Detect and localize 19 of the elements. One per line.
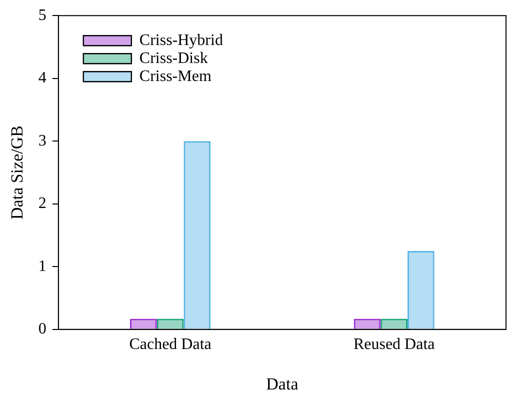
legend-label: Criss-Disk — [139, 50, 208, 67]
bar — [156, 318, 184, 329]
y-tick-label: 2 — [38, 195, 46, 212]
bar — [380, 318, 408, 329]
bar — [184, 141, 211, 329]
bar — [408, 250, 434, 329]
legend-label: Criss-Hybrid — [139, 32, 223, 49]
x-axis-title: Data — [266, 374, 299, 394]
y-tick-label: 0 — [38, 320, 46, 338]
y-tick-label: 5 — [38, 6, 46, 24]
y-tick-label: 4 — [38, 70, 46, 87]
bar — [130, 318, 157, 329]
legend-label: Criss-Mem — [139, 68, 212, 85]
x-tick-label: Cached Data — [129, 336, 212, 354]
y-tick-label: 1 — [38, 258, 46, 275]
bar — [354, 318, 381, 329]
x-tick-label: Reused Data — [353, 336, 435, 354]
y-axis-title: Data Size/GB — [8, 126, 27, 220]
y-tick-label: 3 — [38, 132, 46, 150]
